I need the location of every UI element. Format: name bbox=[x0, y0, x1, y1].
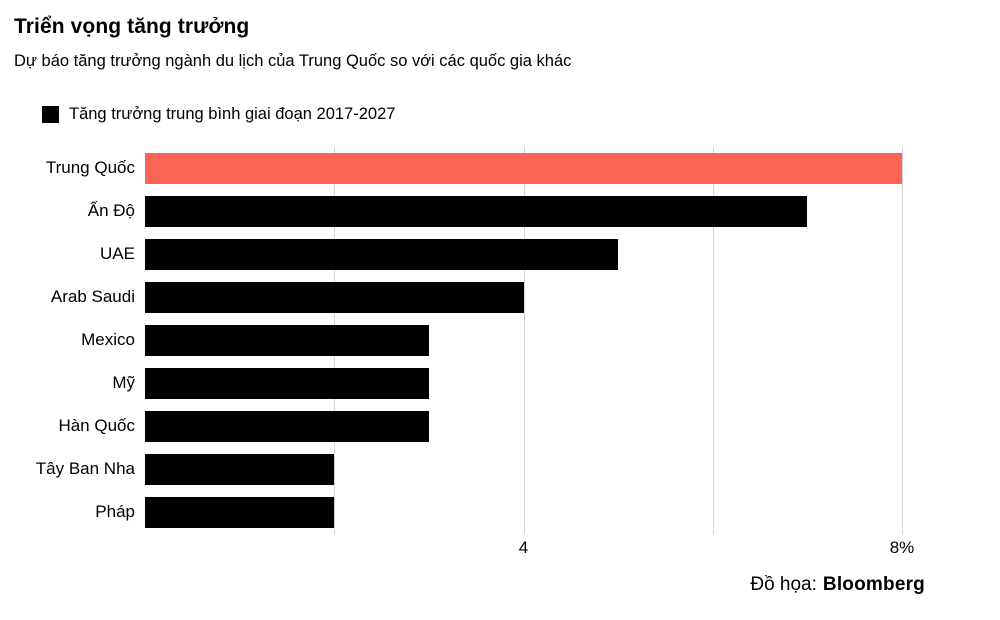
legend-label: Tăng trưởng trung bình giai đoạn 2017-20… bbox=[69, 105, 396, 124]
page-subtitle: Dự báo tăng trưởng ngành du lịch của Tru… bbox=[14, 52, 572, 71]
legend: Tăng trưởng trung bình giai đoạn 2017-20… bbox=[42, 105, 986, 125]
bar-2 bbox=[145, 238, 619, 270]
bar-7 bbox=[145, 453, 335, 485]
bar-track bbox=[145, 453, 902, 485]
chart-row: Mexico bbox=[0, 319, 902, 362]
category-label: Mexico bbox=[81, 330, 135, 350]
category-label: Trung Quốc bbox=[45, 158, 135, 178]
bar-rows: Trung Quốc Ấn Độ UAE Arab Saudi Mexico Mỹ Hàn … bbox=[0, 147, 902, 534]
bar-4 bbox=[145, 324, 429, 356]
bar-track bbox=[145, 324, 902, 356]
x-tick-label: 8% bbox=[889, 537, 915, 557]
category-label: Ấn Độ bbox=[87, 201, 135, 221]
chart-header: Triển vọng tăng trưởng Dự báo tăng trưởn… bbox=[0, 0, 1000, 125]
category-label: Pháp bbox=[95, 502, 135, 522]
bloomberg-logo: Bloomberg bbox=[822, 573, 925, 595]
x-axis: 4 8% bbox=[145, 534, 915, 566]
chart-row: Ấn Độ bbox=[0, 190, 902, 233]
bar-track bbox=[145, 367, 902, 399]
category-label: Hàn Quốc bbox=[58, 416, 135, 436]
bar-track bbox=[145, 281, 902, 313]
chart-row: Arab Saudi bbox=[0, 276, 902, 319]
category-label: UAE bbox=[100, 244, 135, 264]
bar-track bbox=[145, 410, 902, 442]
chart-row: UAE bbox=[0, 233, 902, 276]
bar-track bbox=[145, 238, 902, 270]
gridline bbox=[902, 146, 903, 534]
bar-track bbox=[145, 496, 902, 528]
bar-8 bbox=[145, 496, 335, 528]
legend-swatch-icon bbox=[42, 106, 59, 124]
page-title: Triển vọng tăng trưởng bbox=[14, 15, 250, 38]
x-tick-label: 4 bbox=[518, 537, 529, 557]
chart-row: Mỹ bbox=[0, 362, 902, 405]
bar-3 bbox=[145, 281, 524, 313]
chart-row: Tây Ban Nha bbox=[0, 448, 902, 491]
bar-5 bbox=[145, 367, 429, 399]
category-label: Tây Ban Nha bbox=[35, 459, 135, 479]
bar-track bbox=[145, 152, 902, 184]
credit-label: Đồ họa: bbox=[750, 573, 817, 595]
chart-row: Hàn Quốc bbox=[0, 405, 902, 448]
category-label: Arab Saudi bbox=[50, 287, 135, 307]
bar-6 bbox=[145, 410, 429, 442]
bar-track bbox=[145, 195, 902, 227]
chart-row: Trung Quốc bbox=[0, 147, 902, 190]
bar-1 bbox=[145, 195, 808, 227]
bar-0 bbox=[145, 152, 902, 184]
chart-row: Pháp bbox=[0, 491, 902, 534]
bar-chart: Trung Quốc Ấn Độ UAE Arab Saudi Mexico Mỹ Hàn … bbox=[0, 146, 915, 566]
gridline bbox=[712, 146, 714, 534]
category-label: Mỹ bbox=[112, 373, 135, 393]
gridline bbox=[523, 146, 525, 534]
source-credit: Đồ họa: Bloomberg bbox=[0, 574, 1000, 596]
